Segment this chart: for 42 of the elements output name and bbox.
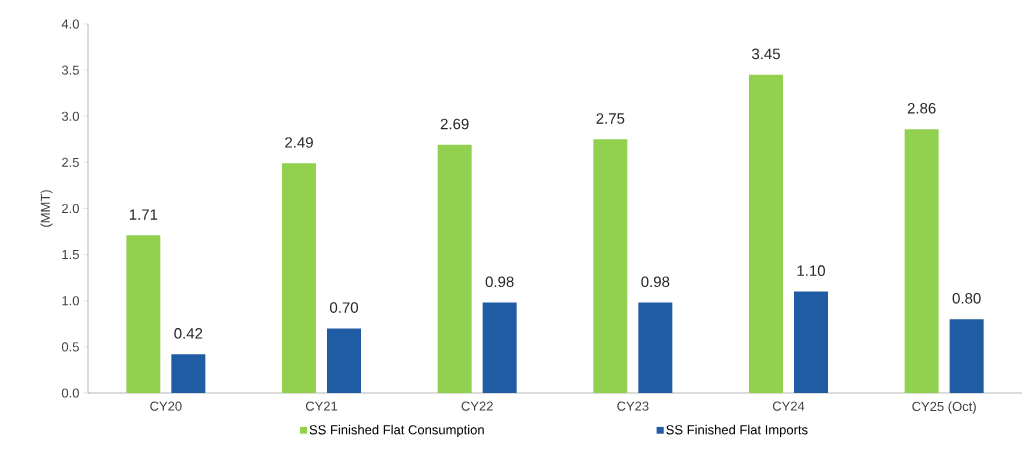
bar	[904, 129, 939, 393]
bar	[638, 302, 673, 393]
data-label: 0.98	[485, 276, 514, 288]
y-tick-label: 1.0	[62, 296, 79, 306]
bar	[282, 163, 316, 393]
data-label: 0.70	[329, 302, 359, 313]
legend-label: SS Finished Flat Imports	[666, 424, 808, 437]
data-label: 0.98	[641, 276, 670, 288]
data-label: 2.69	[440, 118, 469, 130]
bar	[593, 139, 628, 393]
data-label: 0.80	[952, 293, 981, 304]
y-tick-label: 1.5	[62, 250, 79, 260]
x-tick-label: CY23	[617, 401, 649, 411]
bar	[949, 319, 984, 393]
data-label: 2.75	[596, 113, 625, 124]
data-label: 2.86	[907, 103, 936, 114]
y-tick-label: 0.0	[61, 388, 79, 398]
bar	[793, 291, 828, 393]
x-tick-label: CY25 (Oct)	[912, 401, 976, 414]
bar	[126, 235, 161, 393]
y-tick-label: 3.5	[61, 65, 79, 75]
x-tick-label: CY21	[305, 401, 338, 411]
bar	[327, 328, 361, 393]
y-axis-title: (MMT)	[40, 190, 53, 227]
data-label: 1.71	[129, 209, 158, 220]
data-label: 0.42	[174, 328, 203, 339]
x-tick-label: CY24	[772, 401, 805, 411]
bar	[749, 74, 783, 393]
y-tick-label: 0.5	[61, 342, 79, 352]
data-label: 3.45	[751, 48, 780, 60]
bar	[171, 354, 206, 393]
data-label: 2.49	[285, 137, 313, 148]
y-tick-label: 4.0	[61, 19, 79, 29]
x-tick-label: CY20	[150, 401, 182, 411]
data-label: 1.10	[797, 265, 825, 276]
x-tick-label: CY22	[461, 401, 493, 411]
legend-label: SS Finished Flat Consumption	[309, 424, 484, 437]
y-tick-label: 2.0	[62, 203, 79, 214]
y-tick-label: 3.0	[61, 111, 79, 121]
bar	[482, 302, 517, 393]
bar	[437, 144, 472, 393]
y-tick-label: 2.5	[62, 157, 79, 167]
